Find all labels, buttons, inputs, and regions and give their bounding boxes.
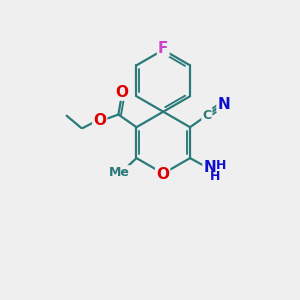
Text: H: H	[210, 170, 220, 183]
Text: H: H	[216, 159, 226, 172]
Text: O: O	[115, 85, 128, 100]
Text: N: N	[203, 160, 216, 175]
Text: F: F	[158, 41, 168, 56]
Text: C: C	[202, 109, 212, 122]
Text: N: N	[218, 97, 230, 112]
Text: Me: Me	[109, 166, 130, 179]
Text: O: O	[93, 113, 106, 128]
Text: O: O	[156, 167, 169, 182]
